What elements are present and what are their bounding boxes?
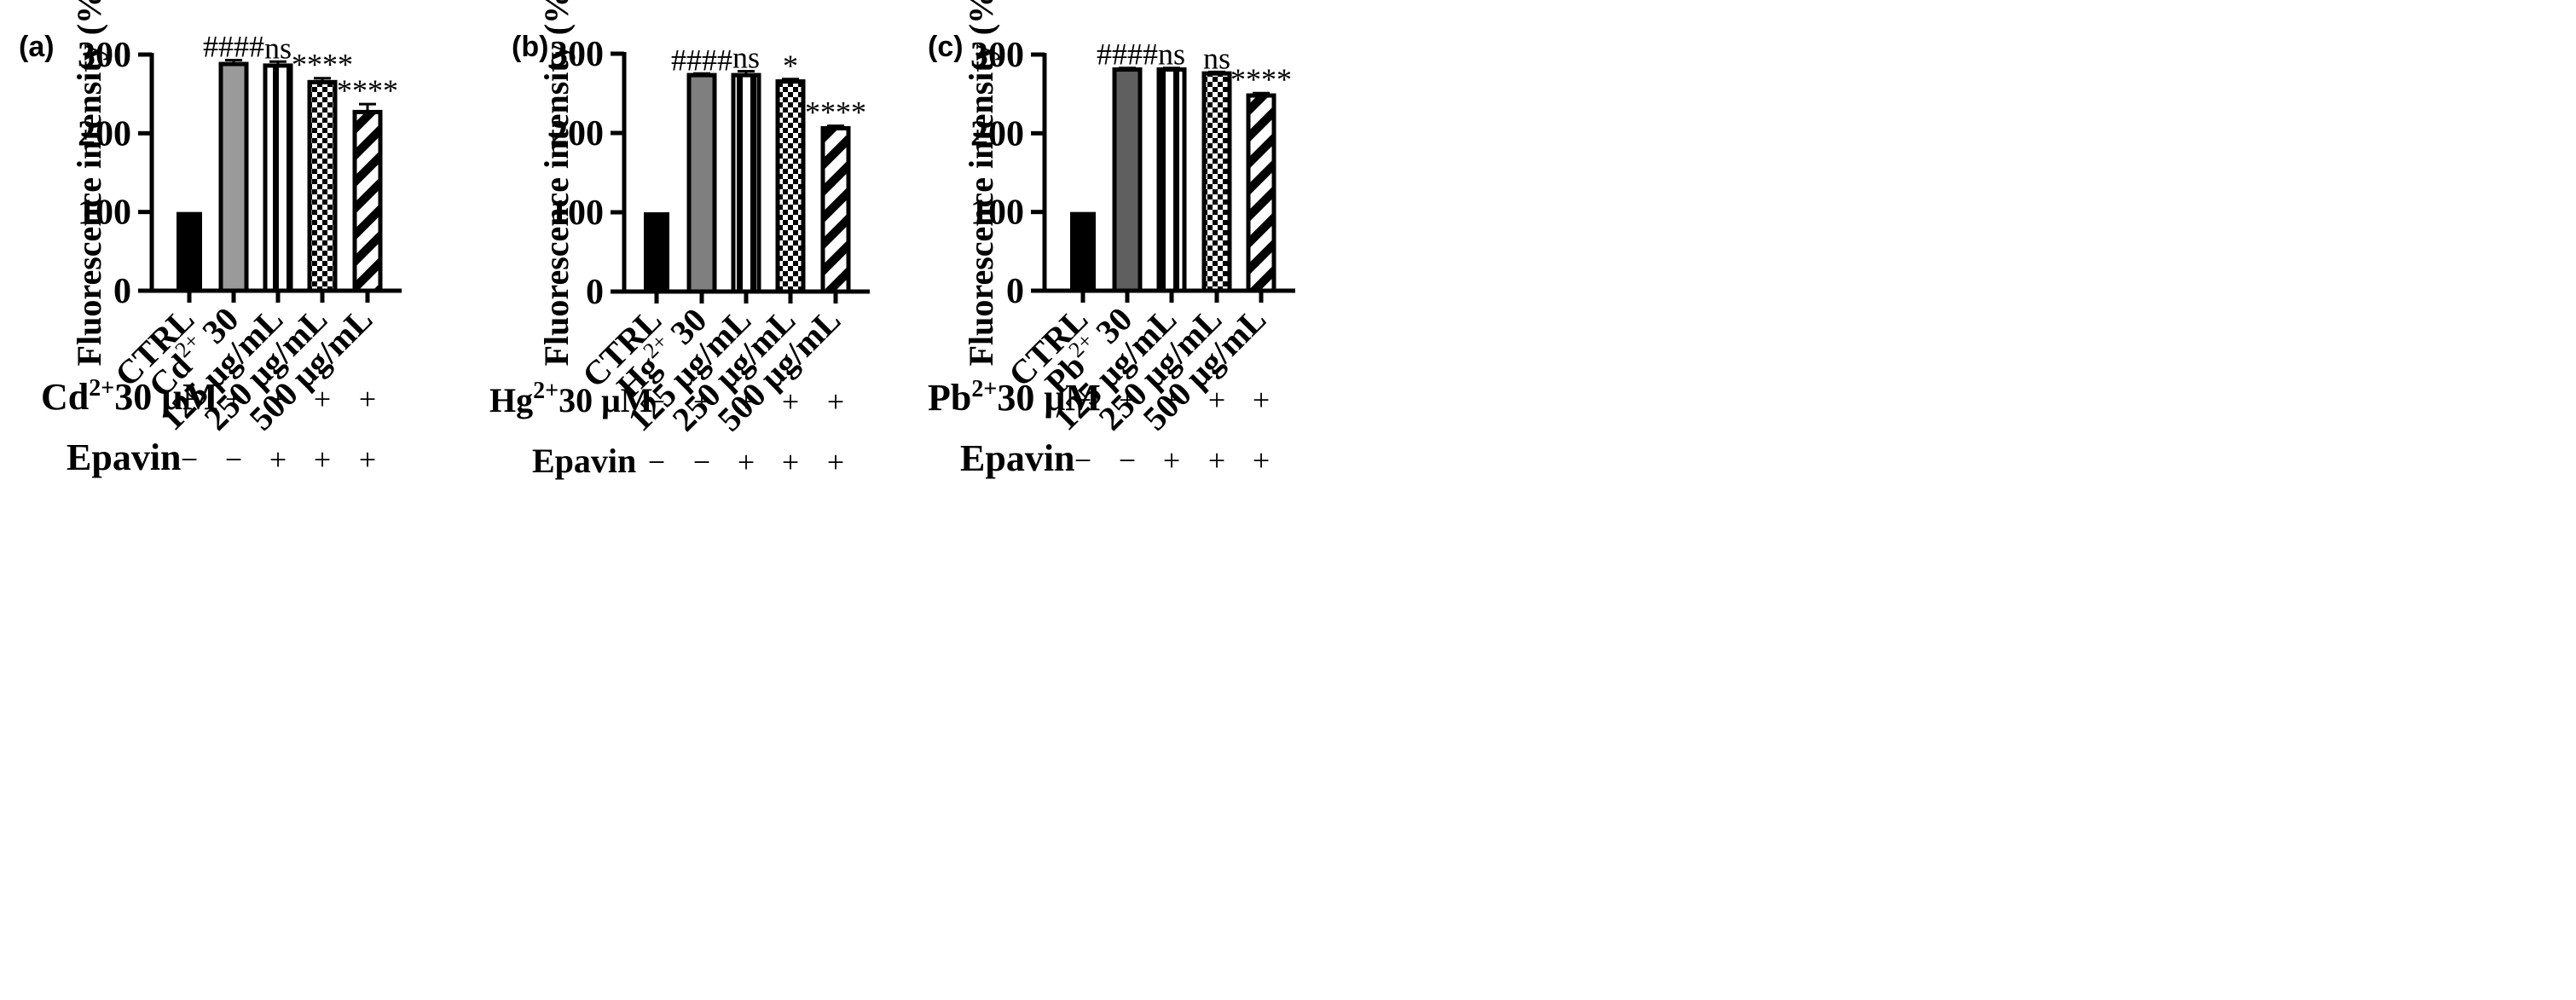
significance-label: ns [1158, 38, 1185, 72]
treatment-row-label: Pb2+30 μM [928, 376, 1101, 419]
bar [307, 79, 338, 293]
significance-label: #### [1097, 38, 1158, 72]
treatment-mark: + [1208, 383, 1225, 417]
treatment-mark: + [827, 445, 844, 479]
treatment-label-post: 30 μM [997, 377, 1100, 419]
treatment-mark: + [693, 384, 710, 419]
bar [218, 61, 249, 293]
treatment-label-sup: 2+ [971, 376, 997, 402]
significance-label: #### [671, 43, 732, 77]
treatment-mark: + [1163, 383, 1180, 417]
treatment-row-label: Hg2+30 μM [489, 378, 653, 419]
y-axis-label: Fluorescence intensity (%) [537, 0, 576, 366]
significance-label: **** [292, 48, 353, 82]
treatment-label-base: Epavin [532, 442, 636, 480]
treatment-mark: + [269, 442, 287, 477]
bar [1201, 71, 1232, 293]
treatment-label-sup: 2+ [89, 375, 114, 402]
bar [1156, 67, 1187, 293]
y-tick-label: 300 [78, 36, 131, 75]
bar [686, 72, 717, 294]
y-tick-label: 200 [78, 114, 131, 153]
y-axis-label: Fluorescence intensity (%) [962, 0, 1000, 366]
significance-label: **** [805, 95, 866, 130]
bar [263, 63, 293, 293]
bar [644, 212, 669, 292]
treatment-mark: − [1119, 443, 1136, 477]
treatment-mark: − [648, 384, 665, 419]
bar [775, 79, 806, 294]
bar [1246, 93, 1276, 293]
significance-label: **** [337, 73, 398, 107]
significance-label: #### [203, 29, 264, 63]
treatment-mark: − [1074, 443, 1091, 477]
y-tick-label: 100 [78, 194, 131, 233]
y-tick-label: 0 [113, 272, 131, 311]
treatment-label-base: Epavin [67, 436, 182, 478]
significance-label: ns [732, 40, 760, 74]
treatment-mark: + [1119, 383, 1136, 417]
treatment-mark: + [1253, 383, 1270, 417]
treatment-mark: + [782, 445, 799, 479]
treatment-mark: + [1208, 443, 1225, 477]
bar [820, 125, 851, 294]
treatment-row-label: Cd2+30 μM [41, 375, 218, 418]
treatment-mark: + [738, 445, 755, 479]
treatment-mark: + [782, 384, 799, 419]
treatment-mark: + [225, 382, 242, 416]
treatment-row-label: Epavin [67, 436, 182, 478]
treatment-label-base: Hg [489, 381, 533, 419]
panel-label: (a) [19, 31, 55, 63]
treatment-mark: + [359, 442, 376, 477]
treatment-mark: + [269, 382, 287, 416]
treatment-mark: − [1074, 383, 1091, 417]
significance-label: * [783, 49, 798, 83]
treatment-label-base: Epavin [960, 437, 1075, 479]
treatment-mark: + [827, 384, 844, 419]
treatment-mark: + [359, 382, 376, 416]
significance-label: ns [264, 31, 292, 65]
treatment-mark: + [1253, 443, 1270, 477]
y-tick-label: 200 [550, 114, 604, 153]
treatment-mark: − [648, 445, 665, 479]
bar [1070, 211, 1096, 291]
panel-label: (b) [512, 31, 548, 63]
treatment-label-sup: 2+ [533, 378, 559, 404]
treatment-mark: − [225, 442, 242, 477]
significance-label: ns [1203, 41, 1230, 75]
y-tick-label: 300 [550, 35, 604, 74]
treatment-mark: − [181, 442, 198, 477]
bar [1112, 67, 1143, 293]
y-tick-label: 100 [550, 194, 604, 233]
bar [177, 211, 202, 291]
y-tick-label: 0 [1006, 272, 1024, 311]
treatment-row-label: Epavin [532, 442, 636, 480]
y-tick-label: 100 [970, 194, 1024, 233]
treatment-label-base: Pb [928, 377, 971, 419]
treatment-mark: + [314, 442, 331, 477]
y-axis-label: Fluorescence intensity (%) [70, 0, 108, 366]
bar [731, 72, 761, 294]
y-tick-label: 300 [970, 36, 1024, 75]
significance-label: **** [1230, 62, 1292, 96]
y-tick-label: 200 [970, 114, 1024, 153]
panel-label: (c) [928, 31, 964, 63]
bar [352, 109, 383, 293]
y-tick-label: 0 [586, 273, 604, 312]
treatment-label-post: 30 μM [114, 376, 217, 418]
treatment-row-label: Epavin [960, 437, 1075, 479]
treatment-mark: − [693, 445, 710, 479]
treatment-mark: + [1163, 443, 1180, 477]
treatment-label-base: Cd [41, 376, 89, 418]
treatment-mark: − [181, 382, 198, 416]
treatment-mark: + [314, 382, 331, 416]
treatment-label-post: 30 μM [559, 381, 652, 419]
treatment-mark: + [738, 384, 755, 419]
